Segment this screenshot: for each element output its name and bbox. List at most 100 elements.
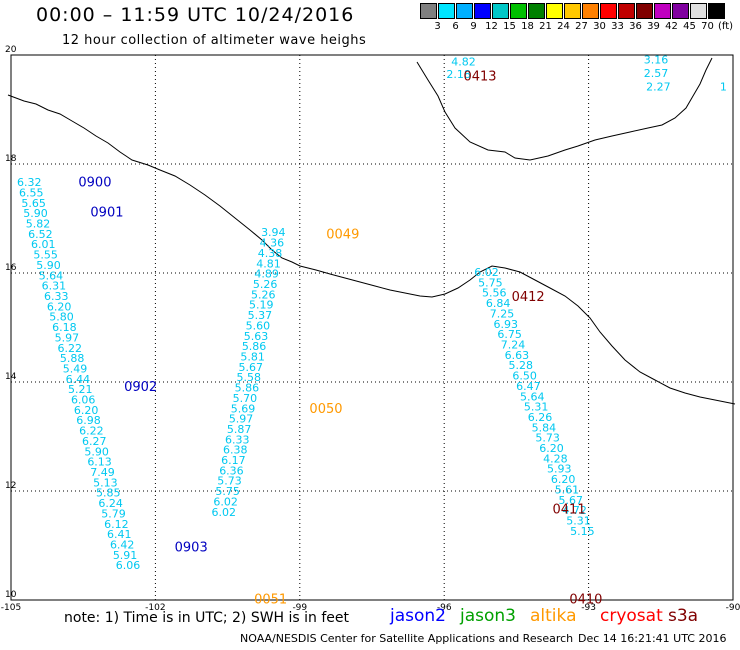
map-frame <box>10 54 734 601</box>
swh-value: 5.97 <box>55 331 80 344</box>
time-labels: 0900 0901 0902 0903 0049 0050 0051 0413 0412 0411… <box>78 69 602 607</box>
swh-value: 5.64 <box>39 269 64 282</box>
swh-value: 5.79 <box>101 507 126 520</box>
swh-value: 6.18 <box>52 321 77 334</box>
legend-swatch <box>420 3 437 19</box>
legend-label: 6 <box>452 21 459 32</box>
legend-swatch <box>564 3 581 19</box>
generation-timestamp: Dec 14 16:21:41 UTC 2016 <box>578 632 727 645</box>
satellite-jason2: jason2 <box>390 606 446 626</box>
swh-value: 6.41 <box>107 528 132 541</box>
satellite-altika: altika <box>530 606 577 626</box>
swh-value: 2.27 <box>646 81 671 94</box>
swh-value: 4.72 <box>562 504 587 517</box>
swh-value: 5.69 <box>231 402 256 415</box>
legend-label: 9 <box>470 21 477 32</box>
swh-value: 4.89 <box>254 268 279 281</box>
swh-value: 6.31 <box>42 280 67 293</box>
altimeter-marks: 6.326.555.655.905.826.526.015.555.905.64… <box>17 53 727 572</box>
legend-label: 3 <box>434 21 441 32</box>
swh-value: 5.49 <box>63 362 88 375</box>
swh-value: 5.63 <box>244 330 269 343</box>
swh-value: 5.31 <box>524 401 549 414</box>
series-jason2: 6.326.555.655.905.826.526.015.555.905.64… <box>17 176 140 572</box>
y-tick-label: 12 <box>5 481 16 491</box>
swh-value: 5.97 <box>229 413 254 426</box>
legend-label: 33 <box>611 21 624 32</box>
swh-value: 6.20 <box>74 404 99 417</box>
swh-value: 5.82 <box>26 217 51 230</box>
legend-label: 30 <box>593 21 606 32</box>
swh-value: 2.18 <box>446 68 471 81</box>
swh-value: 5.86 <box>235 382 260 395</box>
swh-value: 5.65 <box>21 197 46 210</box>
gulf-coastline <box>416 57 713 161</box>
legend-label: 12 <box>485 21 498 32</box>
swh-value: 5.90 <box>23 207 48 220</box>
swh-value: 5.26 <box>253 278 278 291</box>
series-altika: 3.944.364.384.814.895.265.265.195.375.60… <box>211 226 285 519</box>
legend-swatch <box>654 3 671 19</box>
swh-value: 5.88 <box>60 352 85 365</box>
swh-value: 6.13 <box>87 456 112 469</box>
swh-value: 5.58 <box>237 371 262 384</box>
swh-value: 6.50 <box>512 370 537 383</box>
swh-value: 5.87 <box>227 423 252 436</box>
swh-value: 1 <box>720 81 727 94</box>
legend-label: (ft) <box>717 21 734 32</box>
y-tick-label: 18 <box>5 154 17 164</box>
coastline <box>7 57 736 405</box>
swh-value: 6.27 <box>82 435 107 448</box>
pass-time-label: 0413 <box>463 69 496 84</box>
swh-value: 6.32 <box>17 176 42 189</box>
pass-time-label: 0411 <box>553 503 586 518</box>
legend-swatch <box>510 3 527 19</box>
swh-value: 5.64 <box>520 390 545 403</box>
x-tick-label: -102 <box>145 603 165 613</box>
swh-value: 5.60 <box>246 319 271 332</box>
legend-label: 39 <box>647 21 660 32</box>
x-tick-label: -93 <box>581 603 596 613</box>
legend-swatch <box>582 3 599 19</box>
pass-time-label: 0049 <box>326 227 359 242</box>
satellite-s3a: s3a <box>668 606 699 626</box>
swh-value: 6.22 <box>57 342 82 355</box>
swh-value: 6.98 <box>76 414 101 427</box>
map-grid: -105 -102 -99 -96 -93 -90 10 12 14 16 18 20 <box>1 45 740 613</box>
y-tick-label: 16 <box>5 263 17 273</box>
legend-label: 24 <box>557 21 570 32</box>
swh-value: 6.20 <box>551 473 576 486</box>
swh-value: 5.56 <box>482 287 507 300</box>
legend-swatch <box>492 3 509 19</box>
pass-time-label: 0050 <box>309 402 342 417</box>
swh-value: 5.73 <box>217 475 242 488</box>
swh-value: 5.67 <box>559 494 584 507</box>
swh-value: 5.85 <box>96 487 121 500</box>
legend-swatch <box>528 3 545 19</box>
swh-value: 5.15 <box>570 525 595 538</box>
swh-value: 4.81 <box>256 257 281 270</box>
swh-value: 5.37 <box>248 309 273 322</box>
swh-value: 7.49 <box>90 466 115 479</box>
swh-value: 5.90 <box>84 445 109 458</box>
legend-label: 21 <box>539 21 552 32</box>
legend-label: 18 <box>521 21 534 32</box>
swh-value: 5.31 <box>566 515 591 528</box>
swh-value: 7.24 <box>501 338 526 351</box>
series-cryosat: 4.822.183.162.572.27 16.025.755.566.847.2… <box>446 53 726 537</box>
swh-value: 5.84 <box>532 421 557 434</box>
legend-label: 70 <box>701 21 714 32</box>
swh-value: 4.38 <box>258 247 283 260</box>
swh-value: 5.70 <box>233 392 258 405</box>
swh-value: 5.86 <box>242 340 267 353</box>
legend-label: 45 <box>683 21 696 32</box>
legend-label: 15 <box>503 21 516 32</box>
swh-value: 4.82 <box>451 56 476 69</box>
swh-value: 6.47 <box>516 380 541 393</box>
y-tick-label: 14 <box>5 372 17 382</box>
swh-value: 6.33 <box>44 290 69 303</box>
swh-value: 5.61 <box>555 483 580 496</box>
satellite-jason3: jason3 <box>460 606 516 626</box>
x-tick-label: -96 <box>437 603 452 613</box>
